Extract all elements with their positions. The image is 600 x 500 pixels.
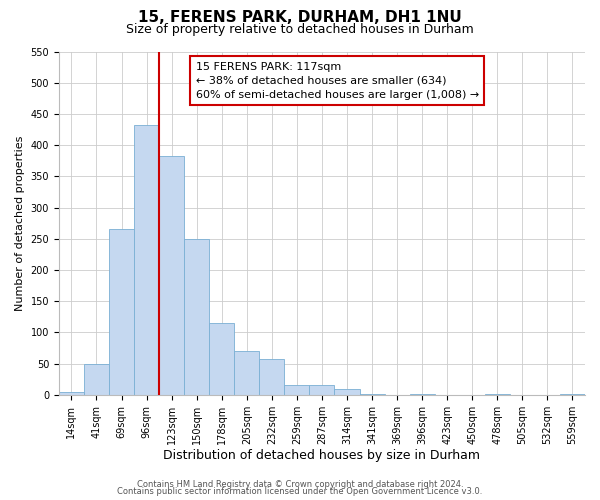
Bar [159, 156, 184, 395]
Text: Contains HM Land Registry data © Crown copyright and database right 2024.: Contains HM Land Registry data © Crown c… [137, 480, 463, 489]
Bar [59, 392, 84, 395]
Text: Contains public sector information licensed under the Open Government Licence v3: Contains public sector information licen… [118, 487, 482, 496]
Bar [359, 394, 385, 395]
Bar [209, 323, 234, 395]
Bar [84, 364, 109, 395]
Text: 15, FERENS PARK, DURHAM, DH1 1NU: 15, FERENS PARK, DURHAM, DH1 1NU [138, 10, 462, 25]
Bar [485, 394, 510, 395]
Bar [410, 394, 434, 395]
Bar [560, 394, 585, 395]
Bar [284, 386, 310, 395]
Bar [259, 358, 284, 395]
Text: 15 FERENS PARK: 117sqm
← 38% of detached houses are smaller (634)
60% of semi-de: 15 FERENS PARK: 117sqm ← 38% of detached… [196, 62, 479, 100]
Y-axis label: Number of detached properties: Number of detached properties [15, 136, 25, 311]
X-axis label: Distribution of detached houses by size in Durham: Distribution of detached houses by size … [163, 450, 481, 462]
Bar [310, 386, 334, 395]
Bar [109, 230, 134, 395]
Bar [234, 351, 259, 395]
Bar [134, 125, 159, 395]
Bar [184, 239, 209, 395]
Text: Size of property relative to detached houses in Durham: Size of property relative to detached ho… [126, 22, 474, 36]
Bar [334, 388, 359, 395]
